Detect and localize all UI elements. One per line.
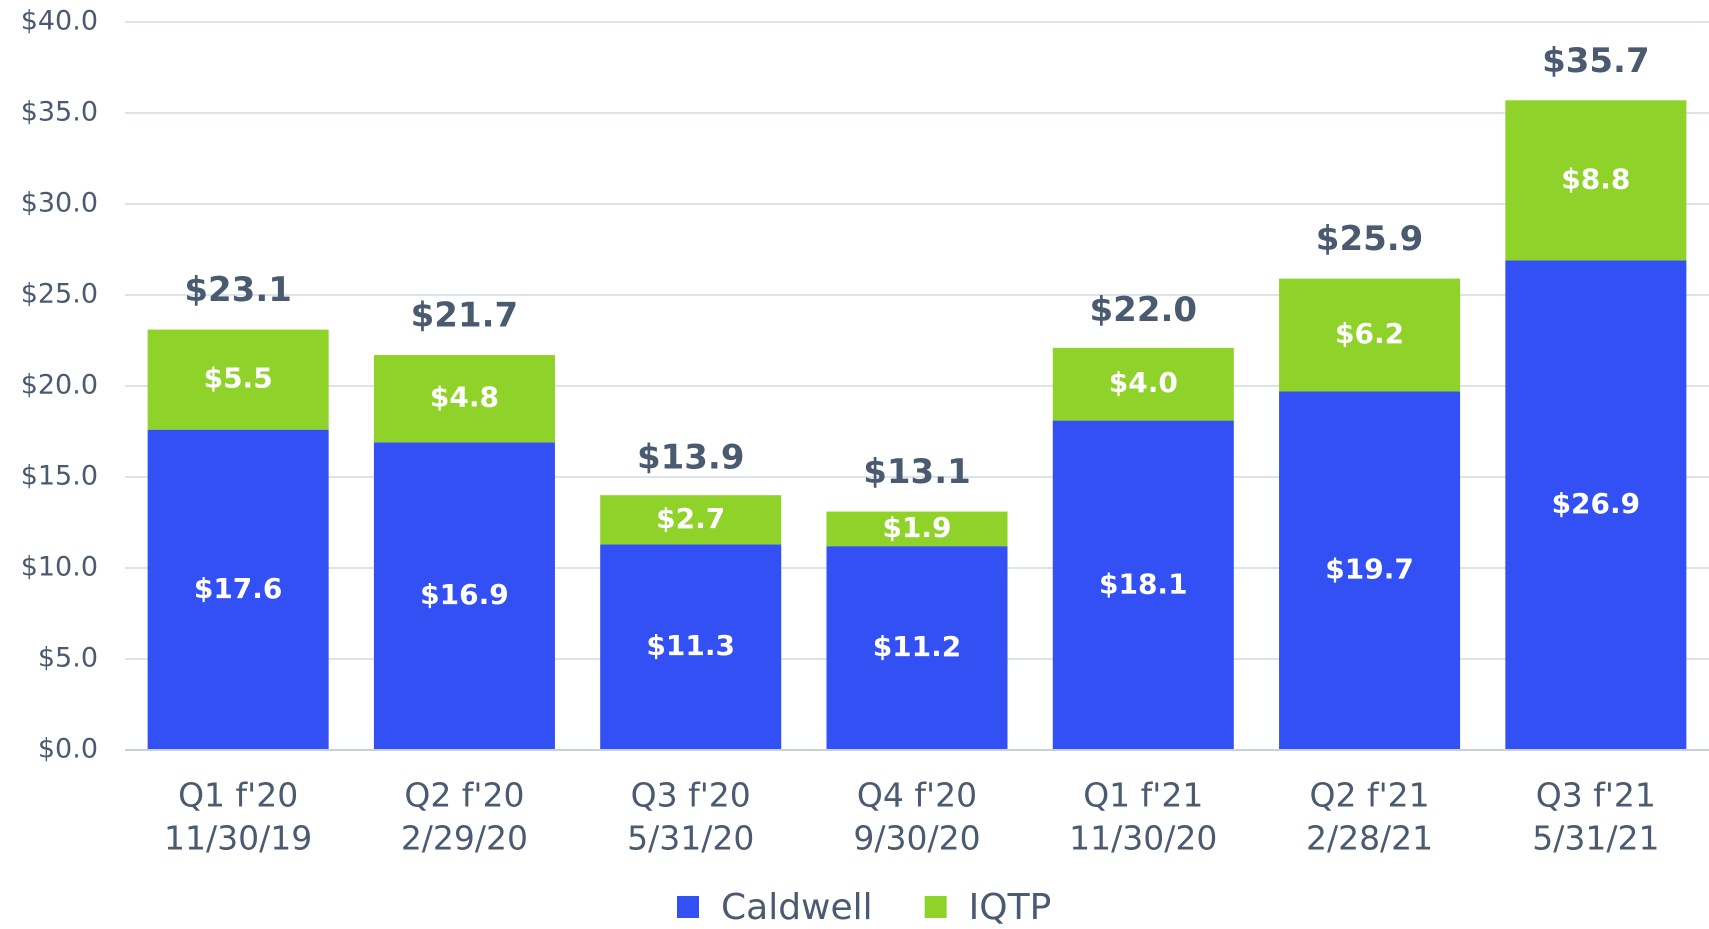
- bar-segment: [147, 329, 329, 430]
- x-tick-label: 5/31/20: [627, 819, 754, 858]
- bar-segment: [1505, 100, 1687, 261]
- segment-label: $4.8: [430, 381, 499, 414]
- y-tick-label: $35.0: [21, 97, 98, 128]
- x-tick-label: Q2 f'20: [404, 776, 524, 815]
- y-tick-label: $5.0: [38, 643, 98, 674]
- x-tick-label: 11/30/20: [1069, 819, 1217, 858]
- total-label: $22.0: [1090, 290, 1198, 330]
- x-tick-label: 5/31/21: [1532, 819, 1659, 858]
- x-tick-label: Q1 f'21: [1083, 776, 1203, 815]
- bar-segment: [147, 429, 329, 750]
- x-tick-label: Q1 f'20: [178, 776, 298, 815]
- bar-segment: [600, 495, 782, 545]
- segment-label: $11.2: [873, 630, 962, 663]
- legend-label: IQTP: [969, 887, 1052, 928]
- total-label: $23.1: [184, 270, 292, 310]
- bar-segment: [1052, 347, 1234, 421]
- bar-segment: [600, 544, 782, 750]
- segment-label: $2.7: [656, 502, 725, 535]
- bar-segment: [373, 355, 555, 443]
- x-tick-label: 2/29/20: [401, 819, 528, 858]
- x-tick-label: Q4 f'20: [857, 776, 977, 815]
- bar-segment: [1279, 278, 1461, 392]
- legend-swatch: [677, 896, 699, 918]
- bar-segment: [373, 442, 555, 750]
- segment-label: $4.0: [1109, 366, 1178, 399]
- bar-segment: [826, 546, 1008, 750]
- x-tick-label: 2/28/21: [1306, 819, 1433, 858]
- y-tick-label: $15.0: [21, 461, 98, 492]
- y-tick-label: $25.0: [21, 279, 98, 310]
- x-tick-label: Q2 f'21: [1310, 776, 1430, 815]
- segment-label: $5.5: [204, 362, 273, 395]
- total-label: $35.7: [1542, 41, 1650, 81]
- x-tick-label: Q3 f'20: [631, 776, 751, 815]
- total-label: $13.9: [637, 438, 745, 478]
- bar-segment: [1505, 260, 1687, 750]
- segment-label: $17.6: [194, 572, 283, 605]
- y-tick-label: $30.0: [21, 188, 98, 219]
- segment-label: $8.8: [1561, 162, 1630, 195]
- bar-segment: [826, 511, 1008, 547]
- x-tick-label: 9/30/20: [853, 819, 980, 858]
- total-label: $13.1: [863, 452, 971, 492]
- legend-label: Caldwell: [721, 887, 873, 928]
- y-tick-label: $40.0: [21, 6, 98, 37]
- segment-label: $1.9: [882, 511, 951, 544]
- segment-label: $18.1: [1099, 567, 1188, 600]
- y-tick-label: $10.0: [21, 552, 98, 583]
- x-tick-label: Q3 f'21: [1536, 776, 1656, 815]
- bar-segment: [1052, 420, 1234, 750]
- total-label: $21.7: [411, 296, 519, 336]
- segment-label: $16.9: [420, 578, 509, 611]
- y-tick-label: $0.0: [38, 734, 98, 765]
- segment-label: $26.9: [1552, 487, 1641, 520]
- segment-label: $19.7: [1325, 553, 1414, 586]
- legend-swatch: [924, 896, 947, 918]
- total-label: $25.9: [1316, 219, 1424, 259]
- bar-segment: [1279, 391, 1461, 750]
- segment-label: $6.2: [1335, 317, 1404, 350]
- segment-label: $11.3: [646, 629, 735, 662]
- y-tick-label: $20.0: [21, 370, 98, 401]
- x-tick-label: 11/30/19: [164, 819, 312, 858]
